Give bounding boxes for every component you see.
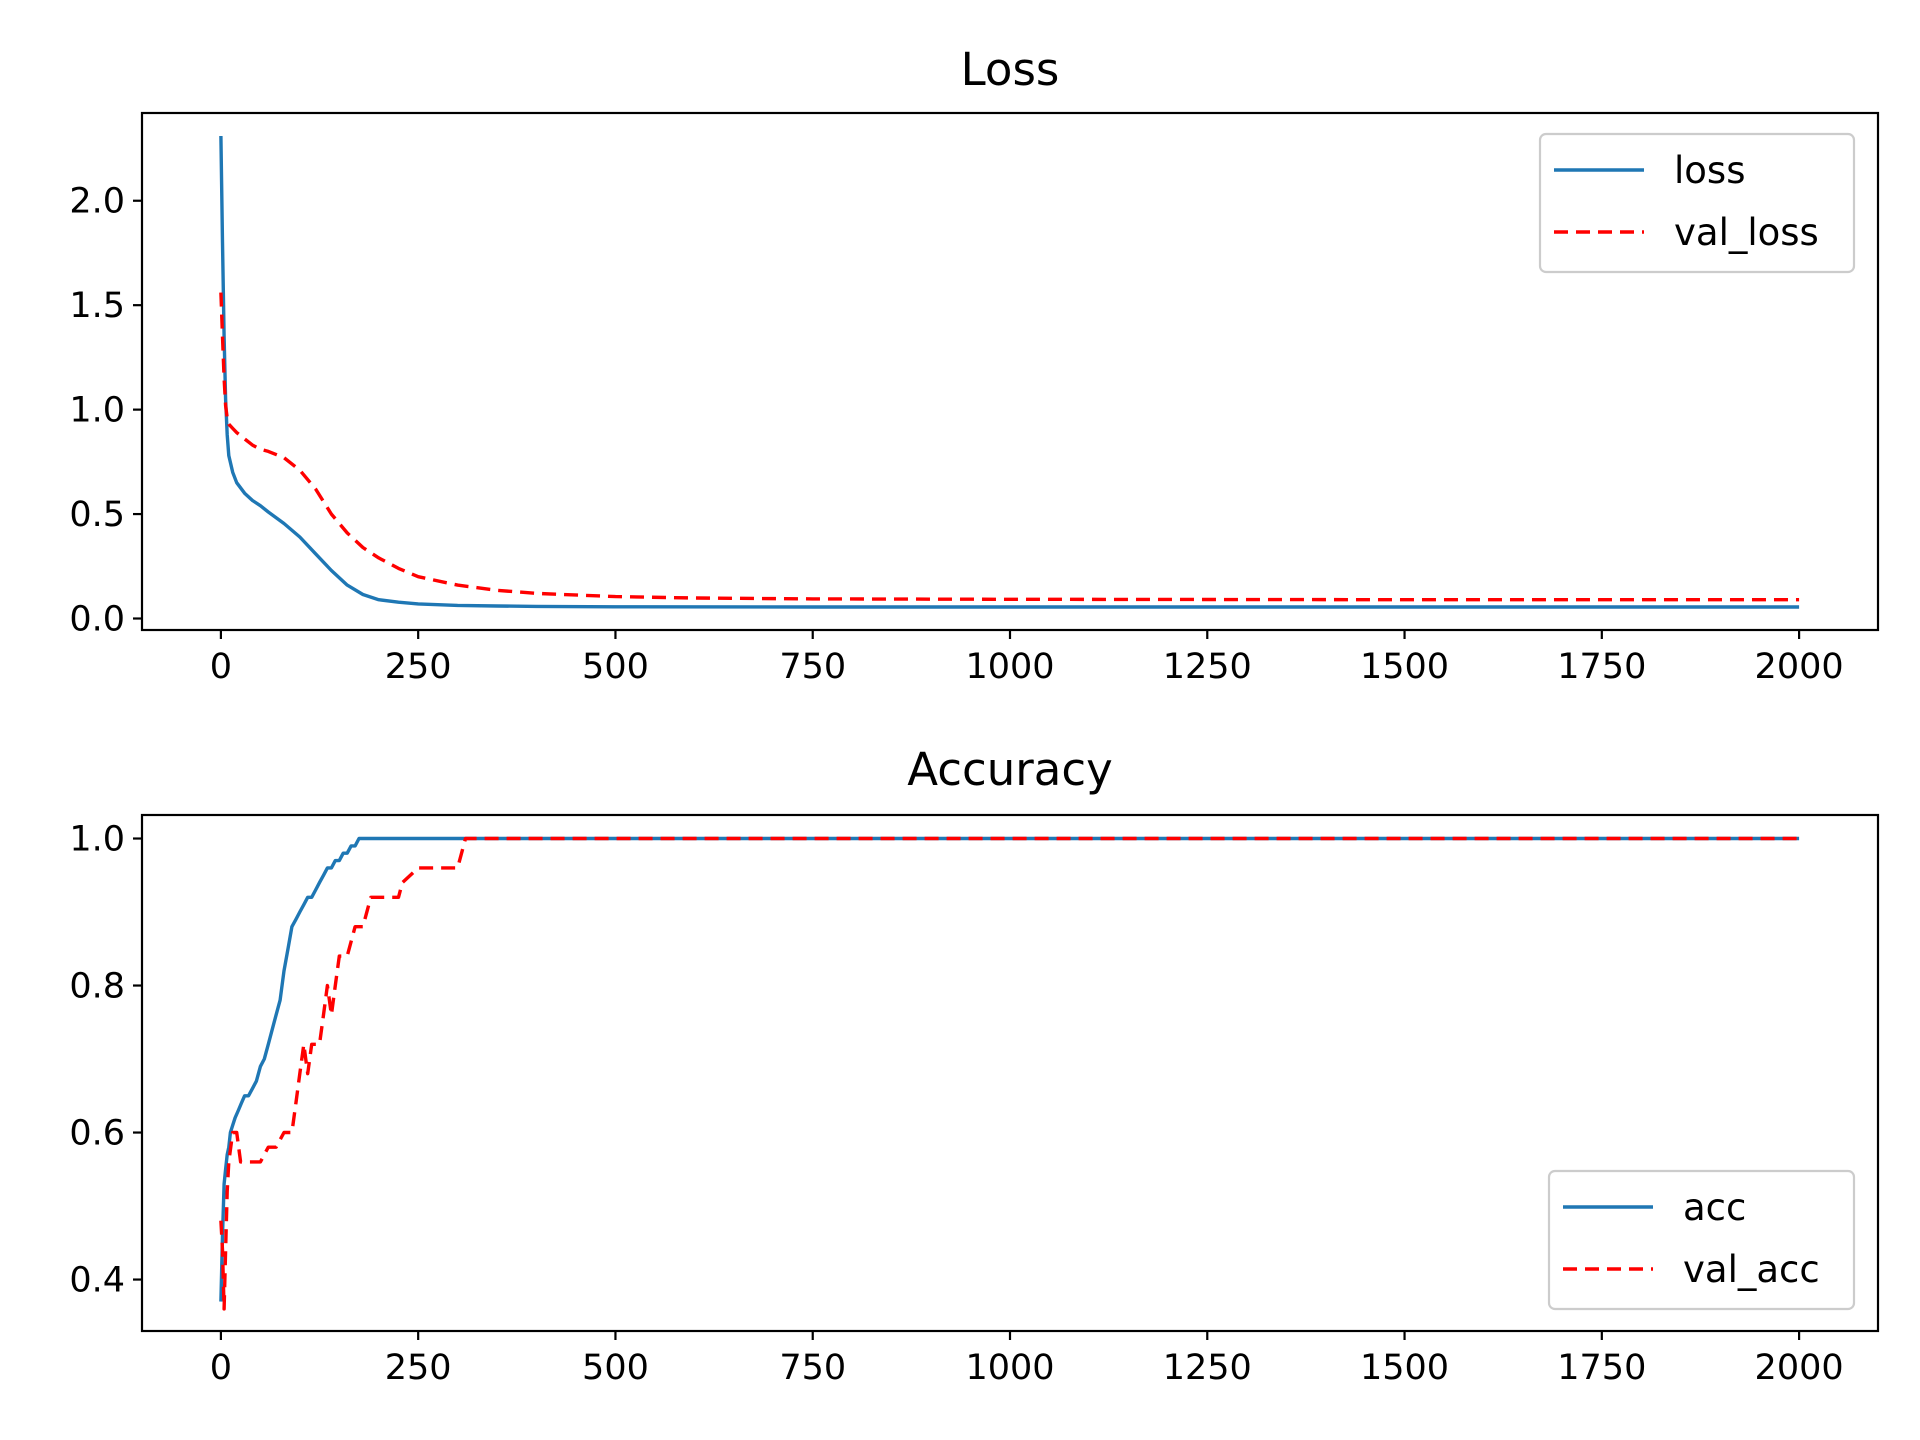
x-tick-label: 750: [779, 647, 846, 687]
x-tick-label: 250: [385, 1348, 452, 1388]
legend-label-val-loss: val_loss: [1674, 211, 1819, 254]
x-axis: 0 250 500 750 1000 1250 1500 1750 2000: [210, 630, 1844, 687]
y-tick-label: 1.5: [69, 286, 125, 326]
x-tick-label: 1750: [1557, 647, 1646, 687]
series-layer: [219, 836, 1800, 1311]
y-axis: 0.0 0.5 1.0 1.5 2.0: [69, 182, 142, 640]
x-tick-label: 250: [385, 647, 452, 687]
series-line-acc: [219, 836, 1800, 1302]
legend-label-val-acc: val_acc: [1683, 1248, 1820, 1291]
series-line-val-acc: [219, 836, 1800, 1311]
x-tick-label: 500: [582, 1348, 649, 1388]
y-tick-label: 1.0: [69, 820, 125, 860]
y-tick-label: 0.4: [69, 1261, 125, 1301]
legend-label-acc: acc: [1683, 1186, 1746, 1229]
y-axis: 0.4 0.6 0.8 1.0: [69, 820, 142, 1301]
accuracy-subplot: Accuracy 0 250 500 750 1000 1250 1500 1750 2000 …: [69, 743, 1880, 1388]
x-tick-label: 0: [210, 647, 232, 687]
x-tick-label: 750: [779, 1348, 846, 1388]
legend: acc val_acc: [1547, 1169, 1856, 1311]
legend: loss val_loss: [1538, 132, 1856, 274]
x-tick-label: 1500: [1360, 1348, 1449, 1388]
x-tick-label: 1000: [965, 1348, 1054, 1388]
y-tick-label: 0.6: [69, 1114, 125, 1154]
series-line-loss: [219, 135, 1800, 609]
x-tick-label: 500: [582, 647, 649, 687]
y-tick-label: 0.0: [69, 600, 125, 640]
x-tick-label: 1500: [1360, 647, 1449, 687]
loss-subplot: Loss 0 250 500 750 1000 1250 1500 1750 2000 0.00…: [69, 43, 1880, 687]
y-tick-label: 0.5: [69, 495, 125, 535]
x-tick-label: 1750: [1557, 1348, 1646, 1388]
x-tick-label: 1250: [1163, 647, 1252, 687]
y-tick-label: 2.0: [69, 182, 125, 222]
series-layer: [219, 135, 1800, 609]
legend-label-loss: loss: [1674, 149, 1745, 192]
x-tick-label: 1250: [1163, 1348, 1252, 1388]
series-line-val-loss: [219, 292, 1800, 602]
chart-title: Accuracy: [907, 743, 1112, 796]
y-tick-label: 0.8: [69, 967, 125, 1007]
x-tick-label: 2000: [1755, 1348, 1844, 1388]
x-tick-label: 2000: [1755, 647, 1844, 687]
x-tick-label: 1000: [965, 647, 1054, 687]
chart-title: Loss: [961, 43, 1060, 96]
x-tick-label: 0: [210, 1348, 232, 1388]
x-axis: 0 250 500 750 1000 1250 1500 1750 2000: [210, 1331, 1844, 1388]
y-tick-label: 1.0: [69, 391, 125, 431]
